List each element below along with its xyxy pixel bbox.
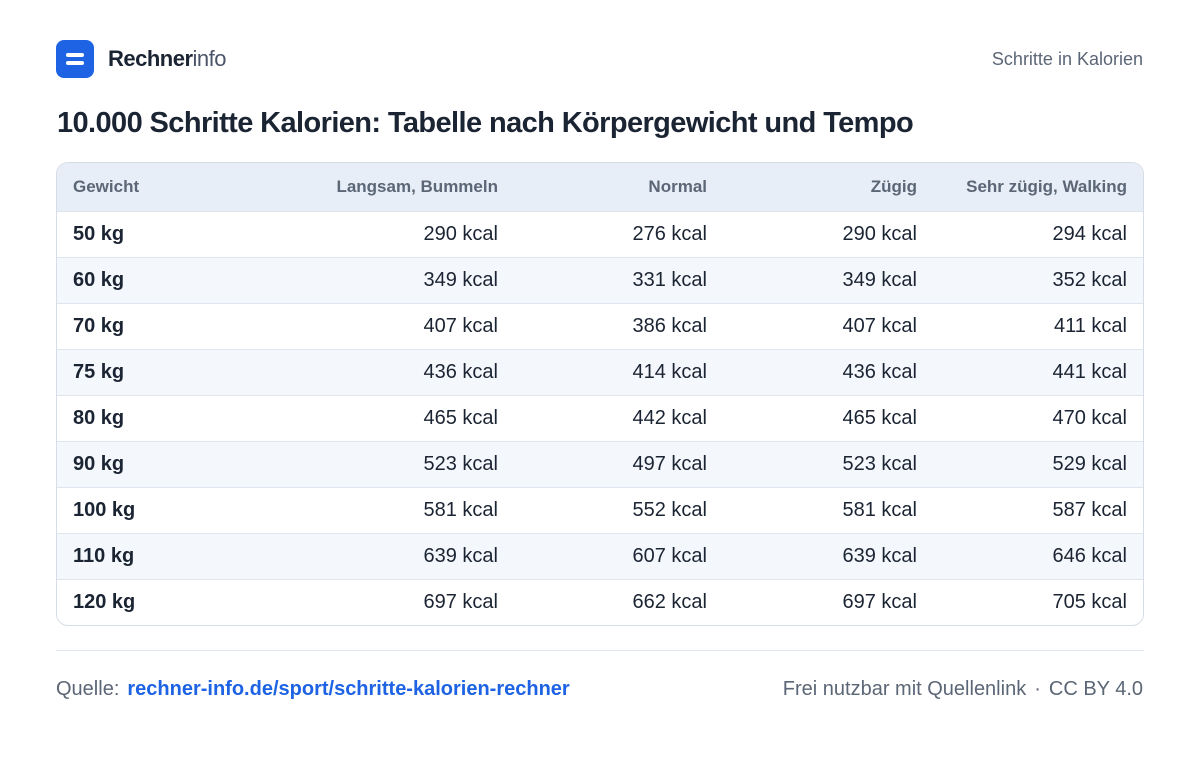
column-header-slow: Langsam, Bummeln bbox=[336, 176, 498, 196]
kcal-cell: 436 kcal bbox=[842, 360, 918, 383]
license-code: CC BY 4.0 bbox=[1048, 677, 1143, 700]
table-body: 50 kg 290 kcal 276 kcal 290 kcal 294 kca… bbox=[57, 211, 1143, 625]
kcal-cell: 386 kcal bbox=[632, 314, 708, 337]
kcal-cell: 552 kcal bbox=[632, 498, 708, 521]
table-row: 50 kg 290 kcal 276 kcal 290 kcal 294 kca… bbox=[57, 211, 1143, 257]
table-row: 80 kg 465 kcal 442 kcal 465 kcal 470 kca… bbox=[57, 395, 1143, 441]
kcal-cell: 465 kcal bbox=[423, 406, 499, 429]
source-label: Quelle: bbox=[56, 677, 120, 700]
table-row: 90 kg 523 kcal 497 kcal 523 kcal 529 kca… bbox=[57, 441, 1143, 487]
kcal-cell: 294 kcal bbox=[1052, 222, 1128, 245]
logo-bar-bottom bbox=[66, 61, 84, 65]
brand[interactable]: Rechnerinfo bbox=[56, 40, 227, 78]
table-row: 100 kg 581 kcal 552 kcal 581 kcal 587 kc… bbox=[57, 487, 1143, 533]
kcal-cell: 441 kcal bbox=[1052, 360, 1128, 383]
license-separator: · bbox=[1034, 677, 1041, 700]
column-header-weight: Gewicht bbox=[73, 176, 140, 196]
license-line: Frei nutzbar mit Quellenlink · CC BY 4.0 bbox=[783, 678, 1143, 701]
kcal-cell: 436 kcal bbox=[423, 360, 499, 383]
page-title: 10.000 Schritte Kalorien: Tabelle nach K… bbox=[57, 107, 914, 139]
kcal-cell: 639 kcal bbox=[423, 544, 499, 567]
kcal-cell: 352 kcal bbox=[1052, 268, 1128, 291]
license-text: Frei nutzbar mit Quellenlink bbox=[782, 677, 1027, 700]
source-line: Quelle: rechner-info.de/sport/schritte-ka… bbox=[56, 678, 570, 701]
brand-name: Rechnerinfo bbox=[108, 46, 227, 72]
site-header: Rechnerinfo Schritte in Kalorien bbox=[56, 40, 1143, 78]
kcal-cell: 587 kcal bbox=[1052, 498, 1128, 521]
weight-cell: 80 kg bbox=[73, 406, 125, 429]
kcal-cell: 465 kcal bbox=[842, 406, 918, 429]
calorie-table: Gewicht Langsam, Bummeln Normal Zügig Se… bbox=[57, 163, 1143, 625]
table-row: 120 kg 697 kcal 662 kcal 697 kcal 705 kc… bbox=[57, 579, 1143, 625]
weight-cell: 50 kg bbox=[73, 222, 125, 245]
table-row: 75 kg 436 kcal 414 kcal 436 kcal 441 kca… bbox=[57, 349, 1143, 395]
source-link[interactable]: rechner-info.de/sport/schritte-kalorien-… bbox=[127, 677, 570, 700]
table-row: 70 kg 407 kcal 386 kcal 407 kcal 411 kca… bbox=[57, 303, 1143, 349]
kcal-cell: 407 kcal bbox=[423, 314, 499, 337]
kcal-cell: 705 kcal bbox=[1052, 590, 1128, 613]
kcal-cell: 523 kcal bbox=[423, 452, 499, 475]
kcal-cell: 349 kcal bbox=[423, 268, 499, 291]
kcal-cell: 646 kcal bbox=[1052, 544, 1128, 567]
kcal-cell: 581 kcal bbox=[423, 498, 499, 521]
footer: Quelle: rechner-info.de/sport/schritte-ka… bbox=[56, 676, 1143, 702]
brand-name-strong: Rechner bbox=[108, 46, 193, 71]
weight-cell: 110 kg bbox=[73, 544, 135, 567]
weight-cell: 100 kg bbox=[73, 498, 136, 521]
kcal-cell: 607 kcal bbox=[632, 544, 708, 567]
column-header-brisk: Zügig bbox=[870, 176, 917, 196]
weight-cell: 75 kg bbox=[73, 360, 125, 383]
kcal-cell: 290 kcal bbox=[842, 222, 918, 245]
kcal-cell: 349 kcal bbox=[842, 268, 918, 291]
kcal-cell: 697 kcal bbox=[423, 590, 499, 613]
table-row: 110 kg 639 kcal 607 kcal 639 kcal 646 kc… bbox=[57, 533, 1143, 579]
column-header-very-brisk: Sehr zügig, Walking bbox=[966, 176, 1127, 196]
kcal-cell: 414 kcal bbox=[632, 360, 708, 383]
kcal-cell: 662 kcal bbox=[632, 590, 708, 613]
rechnerinfo-logo-icon bbox=[56, 40, 94, 78]
footer-divider bbox=[56, 650, 1144, 651]
column-header-normal: Normal bbox=[648, 176, 707, 196]
kcal-cell: 411 kcal bbox=[1053, 314, 1127, 337]
kcal-cell: 442 kcal bbox=[632, 406, 708, 429]
table-head: Gewicht Langsam, Bummeln Normal Zügig Se… bbox=[57, 163, 1143, 211]
kcal-cell: 529 kcal bbox=[1052, 452, 1128, 475]
weight-cell: 90 kg bbox=[73, 452, 125, 475]
logo-bar-top bbox=[66, 53, 84, 57]
weight-cell: 120 kg bbox=[73, 590, 136, 613]
calorie-table-container: Gewicht Langsam, Bummeln Normal Zügig Se… bbox=[56, 162, 1144, 626]
kcal-cell: 331 kcal bbox=[632, 268, 708, 291]
table-row: 60 kg 349 kcal 331 kcal 349 kcal 352 kca… bbox=[57, 257, 1143, 303]
kcal-cell: 407 kcal bbox=[842, 314, 918, 337]
table-header-row: Gewicht Langsam, Bummeln Normal Zügig Se… bbox=[57, 163, 1143, 211]
kcal-cell: 276 kcal bbox=[632, 222, 708, 245]
kcal-cell: 290 kcal bbox=[423, 222, 499, 245]
weight-cell: 70 kg bbox=[73, 314, 125, 337]
kcal-cell: 581 kcal bbox=[842, 498, 918, 521]
kcal-cell: 497 kcal bbox=[632, 452, 708, 475]
kcal-cell: 470 kcal bbox=[1052, 406, 1128, 429]
weight-cell: 60 kg bbox=[73, 268, 125, 291]
header-nav-link[interactable]: Schritte in Kalorien bbox=[991, 48, 1143, 69]
brand-name-light: info bbox=[192, 46, 227, 71]
kcal-cell: 639 kcal bbox=[842, 544, 918, 567]
kcal-cell: 697 kcal bbox=[842, 590, 918, 613]
kcal-cell: 523 kcal bbox=[842, 452, 918, 475]
